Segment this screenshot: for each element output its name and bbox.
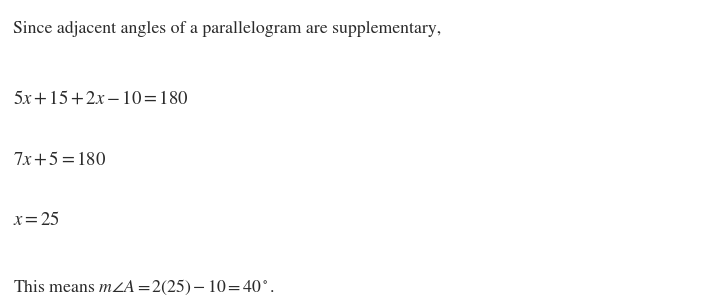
- Text: This means $m\angle A = 2(25) - 10 = 40^\circ$.: This means $m\angle A = 2(25) - 10 = 40^…: [13, 278, 274, 297]
- Text: $5x + 15 + 2x - 10 = 180$: $5x + 15 + 2x - 10 = 180$: [13, 91, 189, 108]
- Text: $x = 25$: $x = 25$: [13, 211, 60, 230]
- Text: $7x + 5 = 180$: $7x + 5 = 180$: [13, 151, 107, 169]
- Text: Since adjacent angles of a parallelogram are supplementary,: Since adjacent angles of a parallelogram…: [13, 21, 441, 37]
